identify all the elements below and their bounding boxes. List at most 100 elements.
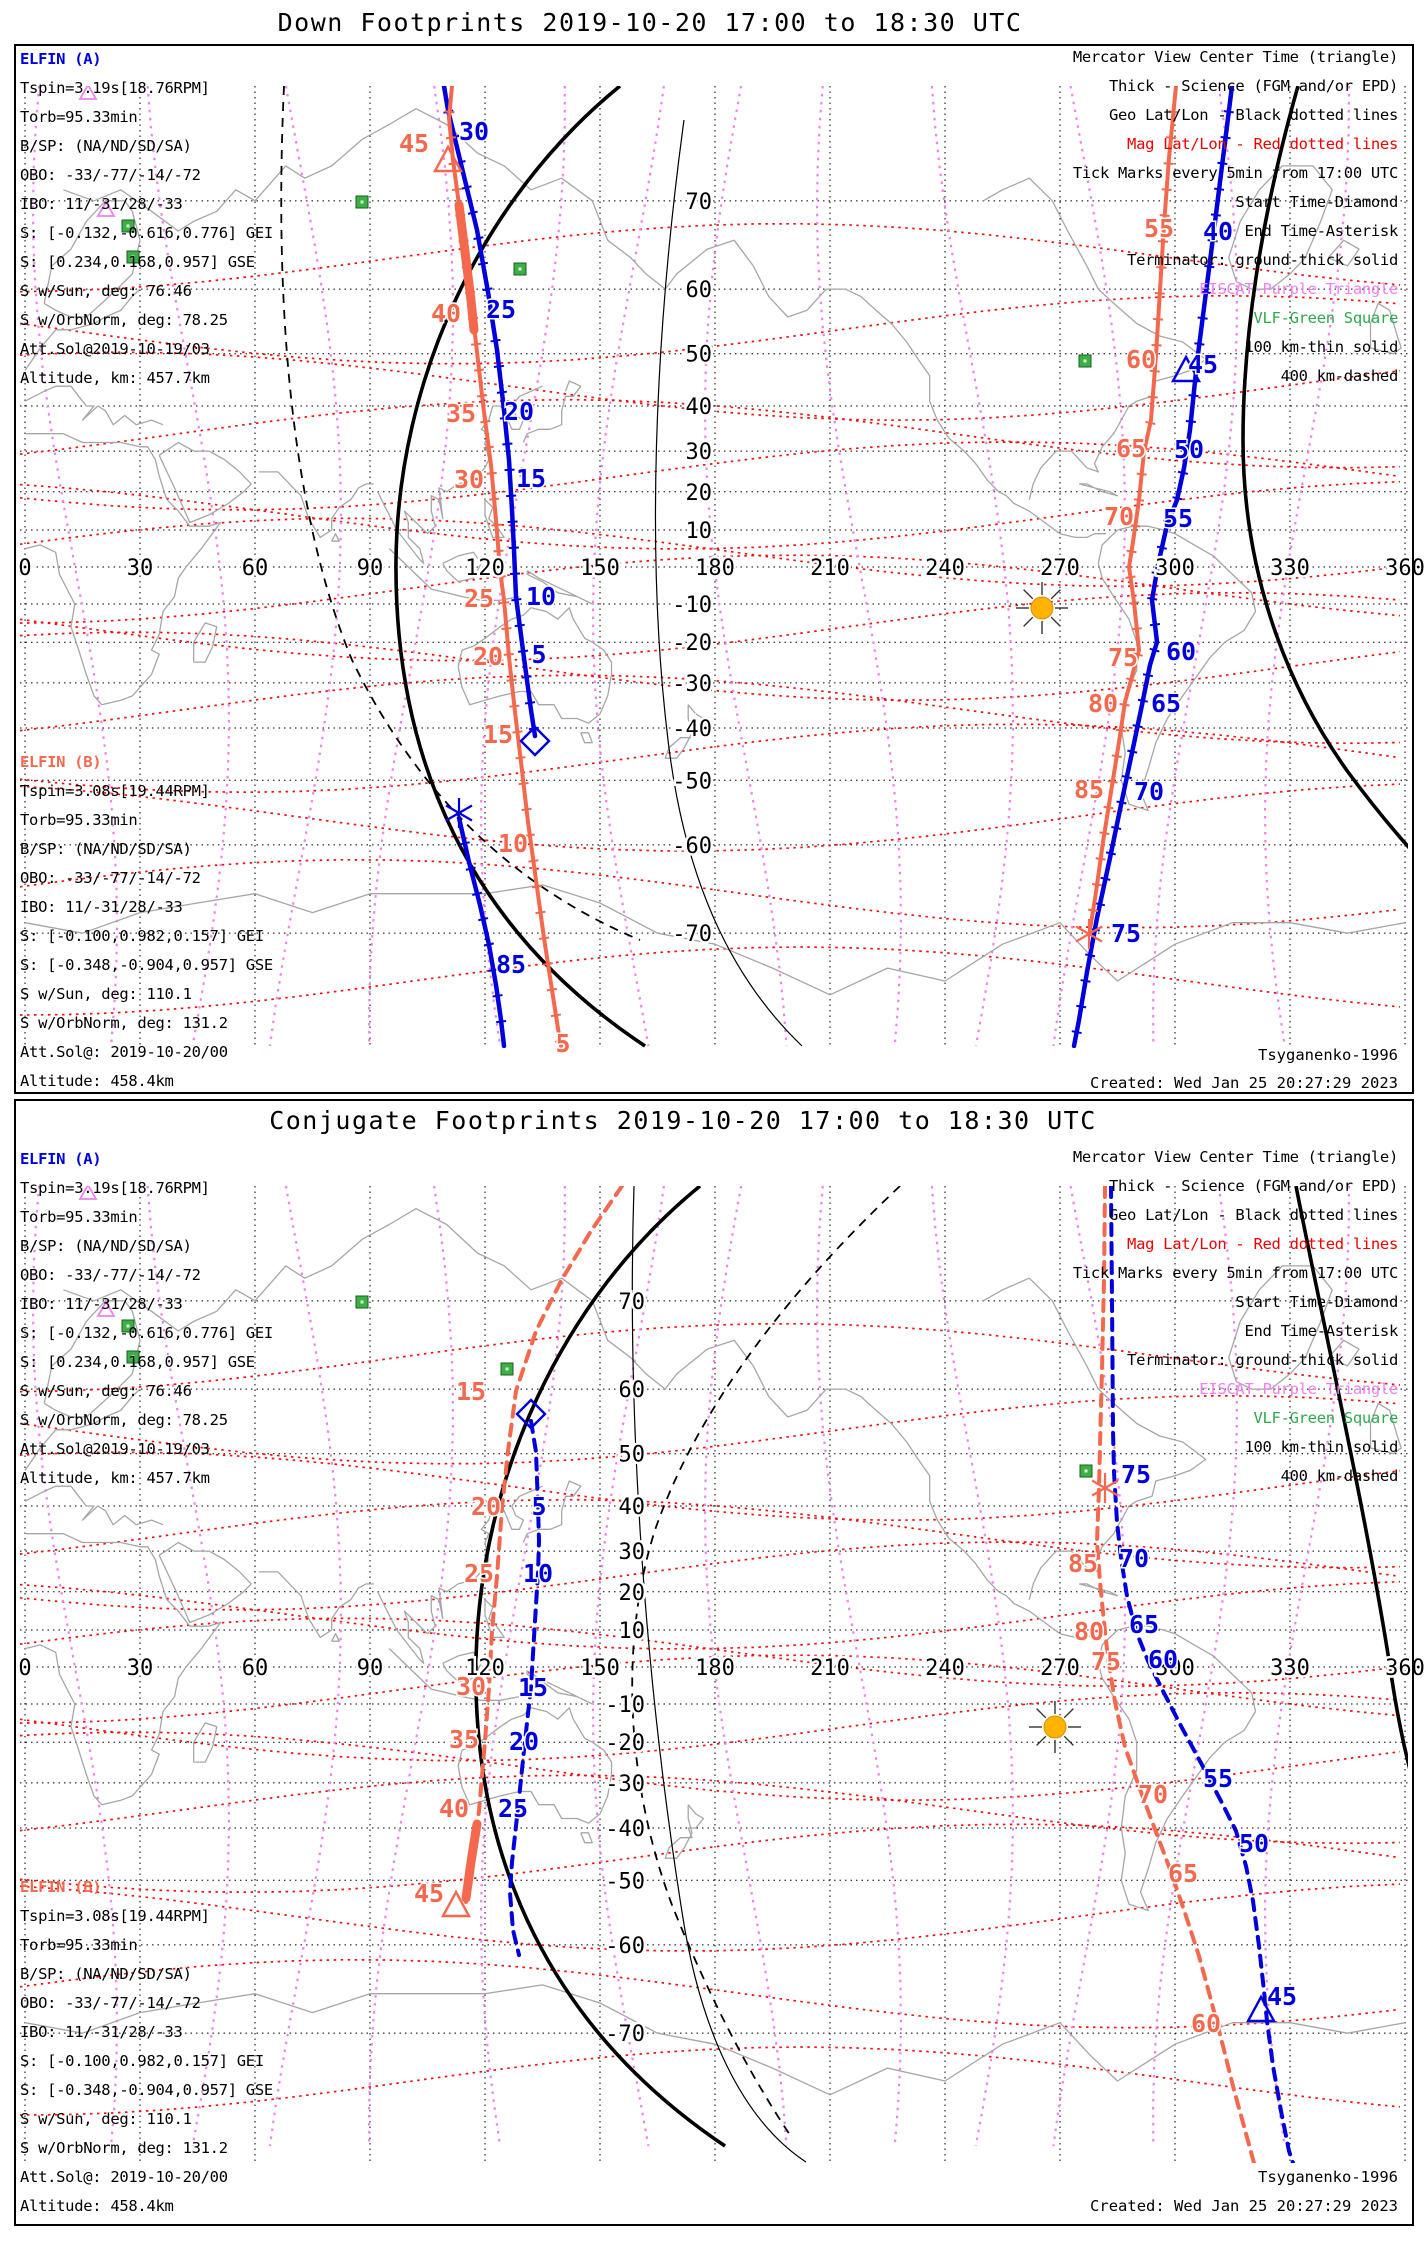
eiscat-purple-triangle-marker: [78, 1186, 98, 1200]
track-minute-labels-conjugate: 1520253035404585807570656051015202575706…: [412, 1376, 1298, 2040]
lat-axis-label: -40: [672, 717, 712, 742]
elfin-b-header-conjugate: ELFIN (B): [20, 1878, 102, 1896]
lon-axis-label: 330: [1270, 556, 1310, 581]
elfin-a-info-line: OBO: -33/-77/-14/-72: [20, 166, 201, 184]
eiscat-purple-triangle-marker: [78, 86, 98, 100]
elfin-a-header-conjugate: ELFIN (A): [20, 1150, 102, 1168]
track-label: 15: [516, 464, 546, 493]
lon-axis-label: 60: [242, 1656, 269, 1681]
track-label: 40: [431, 299, 461, 328]
lon-axis-label: 330: [1270, 1656, 1310, 1681]
eiscat-purple-triangle-marker: [96, 1300, 116, 1317]
start-time-diamond-marker: [519, 725, 551, 757]
lat-axis-label: -30: [672, 672, 712, 697]
lat-axis-label: -40: [605, 1817, 645, 1842]
axis-labels-conjugate: 0 30 60 90 120 150 180 210 240 270 300 330 360 70 60 50…: [16, 1287, 1425, 2049]
track-label: 75: [1091, 1647, 1121, 1676]
elfin-a-info-line: Altitude, km: 457.7km: [20, 369, 210, 387]
lon-axis-label: 90: [357, 1656, 384, 1681]
elfin-b-info-line: Tspin=3.08s[19.44RPM]: [20, 1907, 210, 1925]
elfin-b-info-line: Torb=95.33min: [20, 811, 138, 829]
lat-axis-label: 70: [686, 190, 713, 215]
terminator-ground-thick: [394, 86, 646, 1048]
lat-axis-label: 30: [619, 1540, 646, 1565]
panel-border-conjugate: [14, 1099, 1414, 2226]
map-panel-down: [20, 86, 1408, 1048]
elfin-a-info-line: S: [0.234,0.168,0.957] GSE: [20, 1353, 255, 1371]
track-label: 80: [1088, 689, 1118, 718]
track-label: 15: [456, 1377, 486, 1406]
elfin-b-info-line: IBO: 11/-31/28/-33: [20, 898, 183, 916]
elfin-b-info-line: B/SP: (NA/ND/SD/SA): [20, 1965, 192, 1983]
track-elfin-a-desc: [1071, 86, 1235, 1048]
legend-line-down: Mercator View Center Time (triangle): [1072, 48, 1398, 66]
lat-axis-label: 40: [619, 1495, 646, 1520]
vlf-green-square-marker: [513, 262, 527, 276]
track-label: 15: [483, 720, 513, 749]
lat-axis-label: -20: [605, 1731, 645, 1756]
track-label: 85: [1068, 1549, 1098, 1578]
lat-axis-label: 10: [686, 519, 713, 544]
legend-line-down: Thick - Science (FGM and/or EPD): [1108, 77, 1398, 95]
track-label: 55: [1203, 1764, 1233, 1793]
science-zone-thick: [454, 200, 479, 335]
lon-axis-label: 300: [1155, 1656, 1195, 1681]
track-elfin-a-conj-asc: [508, 1419, 541, 1957]
lon-axis-label: 180: [695, 1656, 735, 1681]
terminator-ground-thick: [1241, 86, 1408, 850]
lon-axis-label: 60: [242, 556, 269, 581]
lat-axis-label: -70: [605, 2022, 645, 2047]
lat-axis-label: 60: [619, 1378, 646, 1403]
created-timestamp-conjugate: Created: Wed Jan 25 20:27:29 2023: [1090, 2197, 1398, 2215]
track-label: 40: [439, 1794, 469, 1823]
vlf-green-square-marker: [1079, 1464, 1093, 1478]
track-label: 10: [498, 829, 528, 858]
legend-line-down: EISCAT-Purple Triangle: [1199, 280, 1398, 298]
lat-axis-label: -50: [605, 1869, 645, 1894]
coastlines: [24, 1208, 1406, 2096]
track-label: 20: [471, 1492, 501, 1521]
lat-axis-label: 50: [686, 343, 713, 368]
track-label: 35: [449, 1725, 479, 1754]
track-label: 45: [414, 1879, 444, 1908]
elfin-a-info-line: IBO: 11/-31/28/-33: [20, 1295, 183, 1313]
terminator-ground-thick: [1294, 1186, 1408, 1770]
elfin-a-info-line: S w/Sun, deg: 76.46: [20, 282, 192, 300]
lat-axis-label: 70: [619, 1290, 646, 1315]
end-time-asterisk-marker: [1091, 1473, 1119, 1503]
track-label: 5: [531, 1492, 546, 1521]
lat-axis-label: 50: [619, 1443, 646, 1468]
track-label: 30: [459, 117, 489, 146]
elfin-a-info-line: Torb=95.33min: [20, 108, 138, 126]
elfin-b-info-line: B/SP: (NA/ND/SD/SA): [20, 840, 192, 858]
elfin-b-info-line: S w/OrbNorm, deg: 131.2: [20, 2139, 228, 2157]
legend-line-conjugate: Mercator View Center Time (triangle): [1072, 1148, 1398, 1166]
elfin-b-info-line: S: [-0.348,-0.904,0.957] GSE: [20, 956, 273, 974]
track-label: 65: [1168, 1859, 1198, 1888]
elfin-a-info-line: B/SP: (NA/ND/SD/SA): [20, 137, 192, 155]
elfin-b-info-line: Att.Sol@: 2019-10-20/00: [20, 2168, 228, 2186]
elfin-b-info-line: Altitude: 458.4km: [20, 2197, 174, 2215]
track-ticks-elfin-a-wrap: [459, 841, 507, 1024]
track-label: 70: [1134, 777, 1164, 806]
track-label: 10: [523, 1559, 553, 1588]
track-label: 30: [456, 1672, 486, 1701]
elfin-a-info-line: S: [-0.132,-0.616,0.776] GEI: [20, 224, 273, 242]
track-label: 65: [1151, 689, 1181, 718]
lon-axis-label: 0: [18, 556, 31, 581]
lat-axis-label: 10: [619, 1619, 646, 1644]
lon-axis-label: 30: [127, 556, 154, 581]
lat-axis-label: 30: [686, 440, 713, 465]
model-credit-conjugate: Tsyganenko-1996: [1258, 2168, 1398, 2186]
lon-axis-label: 120: [465, 1656, 505, 1681]
center-time-triangle-marker: [440, 1889, 472, 1918]
legend-line-down: End Time-Asterisk: [1244, 222, 1398, 240]
track-label: 60: [1126, 345, 1156, 374]
lon-axis-label: 270: [1040, 556, 1080, 581]
elfin-a-info-line: Att.Sol@2019-10-19/03: [20, 1440, 210, 1458]
track-label: 20: [509, 1727, 539, 1756]
track-label: 20: [473, 642, 503, 671]
lon-axis-label: 210: [810, 556, 850, 581]
